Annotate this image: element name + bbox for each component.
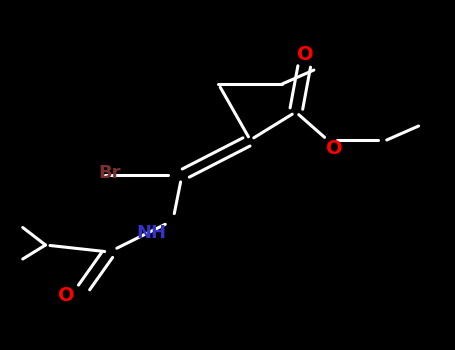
Text: O: O [298, 45, 314, 64]
Text: O: O [326, 139, 343, 158]
Text: Br: Br [98, 164, 121, 182]
Text: O: O [58, 286, 74, 305]
Text: NH: NH [136, 224, 166, 242]
